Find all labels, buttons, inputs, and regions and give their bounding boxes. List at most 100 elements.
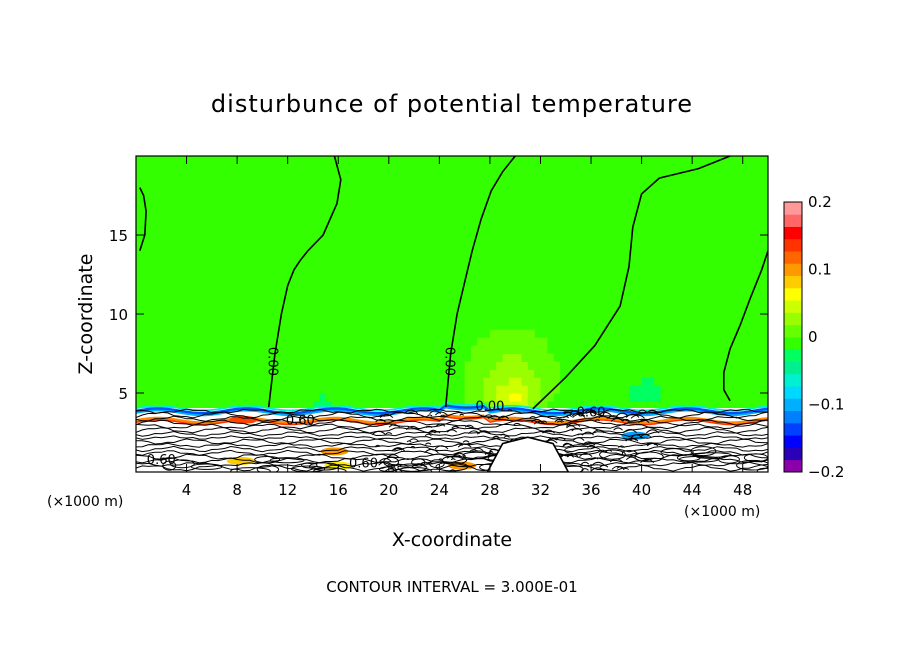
heatmap-cell [477, 345, 485, 355]
heatmap-cell [312, 385, 320, 394]
x-unit-left: (×1000 m) [47, 494, 123, 510]
colorbar-swatch [784, 349, 802, 362]
heatmap-cell [521, 393, 529, 402]
heatmap-cell [508, 353, 516, 362]
chart-title: disturbunce of potential temperature [211, 90, 693, 118]
heatmap-cell [527, 337, 535, 347]
zero-contour [444, 156, 516, 408]
heatmap-cell [540, 337, 548, 347]
heatmap-cell [584, 400, 592, 410]
heatmap-cell [616, 400, 624, 410]
heatmap-cell [496, 400, 504, 410]
heatmap-cell [641, 361, 649, 370]
dashed-contour [594, 416, 601, 419]
heatmap-cell [647, 400, 655, 410]
heatmap-cell [496, 377, 504, 386]
dashed-contour [386, 454, 400, 459]
heatmap-cell [553, 377, 561, 386]
boundary-contour [136, 445, 768, 453]
dashed-contour [410, 445, 416, 448]
heatmap-cell [325, 385, 333, 394]
heatmap-cell [654, 400, 662, 410]
dashed-contour [569, 410, 581, 414]
heatmap-cell [660, 385, 668, 394]
contour-label: 0.60 [147, 453, 176, 468]
dashed-contour [385, 432, 393, 435]
dashed-contour [585, 410, 596, 415]
dashed-contour [638, 409, 647, 413]
dashed-contour [625, 413, 640, 418]
heatmap-cell [521, 385, 529, 394]
heatmap-cell [502, 393, 510, 402]
closed-contour [435, 461, 469, 472]
heatmap-cell [502, 377, 510, 386]
closed-contour [564, 445, 601, 455]
heatmap-cell [616, 385, 624, 394]
dashed-contour [598, 411, 612, 416]
heatmap-cell [628, 361, 636, 370]
heatmap-cell [483, 337, 491, 347]
heatmap-cell [616, 377, 624, 386]
dashed-contour [566, 425, 576, 429]
dashed-contour [411, 463, 427, 468]
heatmap-cell [546, 353, 554, 362]
y-tick-label: 10 [109, 306, 128, 324]
heatmap-cell [483, 393, 491, 402]
closed-contour [599, 449, 626, 460]
heatmap-cell [464, 377, 472, 386]
dashed-contour [379, 413, 394, 418]
heatmap-cell [496, 369, 504, 378]
colorbar-swatch [784, 398, 802, 412]
heatmap-cell [527, 369, 535, 378]
heatmap-cell [521, 329, 529, 339]
colorbar-frame [783, 201, 803, 473]
dashed-contour [488, 415, 501, 419]
boundary-stripe [136, 406, 768, 417]
heatmap-cell [489, 353, 497, 362]
boundary-contour [136, 426, 768, 434]
closed-contour [190, 463, 223, 470]
y-tick-label: 5 [118, 385, 128, 403]
colorbar-swatch [784, 214, 802, 227]
closed-contour [411, 458, 426, 467]
heatmap-cell [515, 377, 523, 386]
dashed-contour [462, 440, 470, 443]
heatmap-cell [534, 385, 542, 394]
heatmap-cell [647, 377, 655, 386]
dashed-contour [375, 419, 386, 423]
dashed-contour [554, 419, 564, 423]
heatmap-cell [654, 369, 662, 378]
dashed-contour [611, 465, 625, 470]
dashed-contour [435, 411, 448, 416]
heatmap-cell [641, 400, 649, 410]
dashed-contour [591, 461, 606, 466]
heatmap-cell [572, 400, 579, 410]
dashed-contour [464, 424, 474, 428]
heatmap-cell [521, 377, 529, 386]
heatmap-cell [673, 393, 681, 402]
heatmap-cell [647, 361, 655, 370]
colorbar-swatch [784, 386, 802, 399]
dashed-contour [572, 413, 586, 418]
colorbar-swatch [784, 300, 802, 313]
dashed-contour [476, 430, 492, 435]
dashed-contour [440, 414, 446, 417]
heatmap-cell [470, 393, 478, 402]
dashed-contour [572, 437, 585, 441]
heatmap-cell [502, 345, 510, 355]
heatmap-cell [673, 400, 681, 410]
heatmap-cell [546, 385, 554, 394]
heatmap-cell [635, 361, 643, 370]
colorbar-label: 0.1 [808, 261, 832, 279]
heatmap-cell [666, 400, 674, 410]
boundary-contour [136, 423, 768, 430]
heatmap-cell [527, 400, 535, 410]
heatmap-cell [483, 385, 491, 394]
closed-contour [256, 464, 280, 472]
dashed-contour [556, 420, 563, 423]
heatmap-cell [508, 345, 516, 355]
heatmap-cell [496, 329, 504, 339]
closed-contour [378, 466, 397, 472]
heatmap-cell [515, 353, 523, 362]
heatmap-cell [584, 393, 592, 402]
